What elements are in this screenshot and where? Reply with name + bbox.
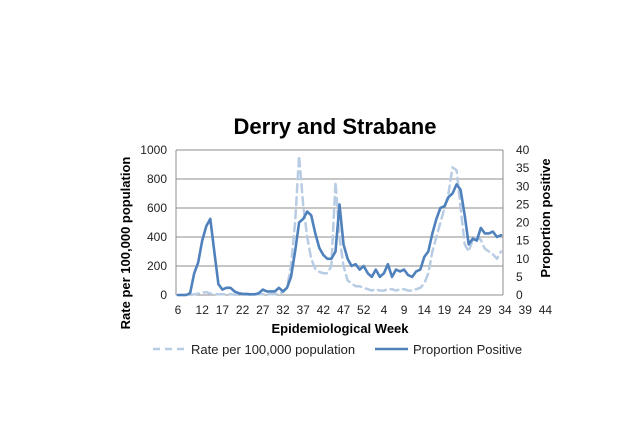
x-tick-label: 39 [519, 303, 533, 317]
x-tick-label: 19 [438, 303, 452, 317]
series-line-rate [176, 154, 503, 297]
y2-axis-title: Proportion positive [538, 158, 553, 277]
grid [176, 149, 503, 296]
axes [175, 150, 504, 295]
y-tick-label: 1000 [140, 143, 167, 157]
x-tick-label: 47 [337, 303, 351, 317]
y2-tick-label: 5 [516, 270, 523, 284]
x-tick-label: 9 [401, 303, 408, 317]
x-tick-label: 12 [196, 303, 210, 317]
x-tick-label: 32 [276, 303, 290, 317]
x-tick-label: 52 [357, 303, 371, 317]
y2-tick-label: 20 [516, 216, 530, 230]
y2-tick-label: 40 [516, 143, 530, 157]
x-tick-label: 22 [236, 303, 250, 317]
y-tick-label: 200 [147, 259, 167, 273]
y-tick-label: 400 [147, 230, 167, 244]
x-tick-label: 17 [216, 303, 230, 317]
y2-tick-label: 0 [516, 288, 523, 302]
series-line-proportion [176, 183, 503, 297]
y2-tick-label: 10 [516, 252, 530, 266]
x-tick-label: 27 [256, 303, 270, 317]
x-tick-label: 4 [381, 303, 388, 317]
y-axis-title: Rate per 100,000 population [118, 157, 133, 330]
x-tick-label: 6 [175, 303, 182, 317]
legend-label-rate: Rate per 100,000 population [191, 342, 355, 357]
x-tick-label: 14 [418, 303, 432, 317]
x-axis-ticks: 6 12 17 22 27 32 37 42 47 52 4 9 14 19 24 29 34 39 44 [175, 303, 553, 317]
legend: Rate per 100,000 population Proportion P… [153, 342, 522, 357]
x-tick-label: 44 [539, 303, 553, 317]
y-axis-ticks: 0 200 400 600 800 1000 [140, 143, 167, 302]
x-tick-label: 37 [296, 303, 310, 317]
y2-axis-ticks: 0 5 10 15 20 25 30 35 40 [516, 143, 530, 302]
y-tick-label: 800 [147, 172, 167, 186]
x-axis-title: Epidemiological Week [271, 321, 409, 336]
y-tick-label: 600 [147, 201, 167, 215]
y2-tick-label: 30 [516, 179, 530, 193]
series-layer [176, 154, 503, 297]
y2-tick-label: 35 [516, 161, 530, 175]
x-tick-label: 24 [458, 303, 472, 317]
x-tick-label: 34 [498, 303, 512, 317]
x-tick-label: 29 [478, 303, 492, 317]
legend-label-proportion: Proportion Positive [413, 342, 522, 357]
y2-tick-label: 15 [516, 234, 530, 248]
x-tick-label: 42 [317, 303, 331, 317]
chart-title: Derry and Strabane [234, 114, 437, 139]
y2-tick-label: 25 [516, 197, 530, 211]
y-tick-label: 0 [160, 288, 167, 302]
